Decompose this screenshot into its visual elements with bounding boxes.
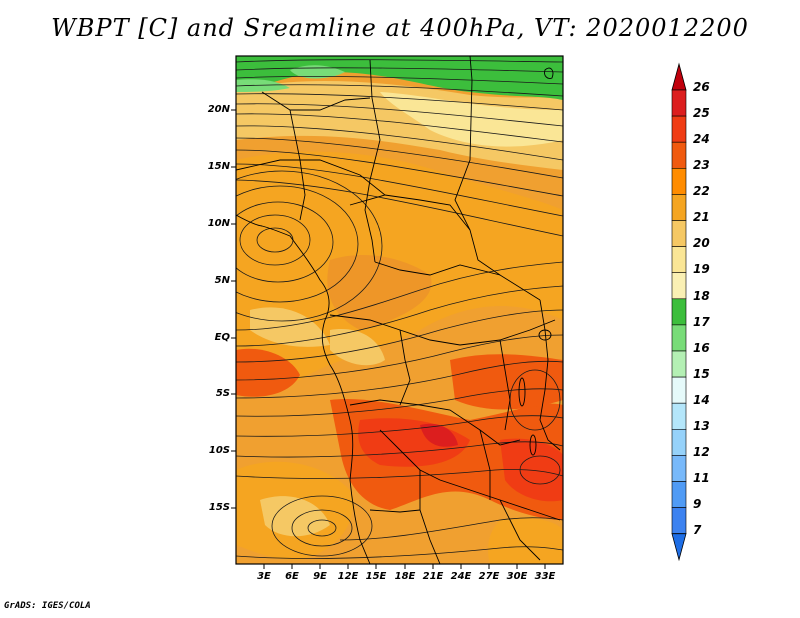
lat-label-15s: 15S	[208, 502, 230, 513]
colorbar-label-18: 18	[693, 289, 710, 303]
colorbar-label-14: 14	[693, 393, 710, 407]
colorbar-segment	[671, 428, 687, 456]
colorbar-segment	[671, 507, 687, 535]
lon-label-12e: 12E	[337, 571, 359, 582]
colorbar-label-25: 25	[693, 106, 710, 120]
country-borders	[236, 56, 561, 564]
map-title: WBPT [C] and Sreamline at 400hPa, VT: 20…	[51, 14, 749, 42]
colorbar-label-9: 9	[693, 497, 702, 511]
colorbar-arrow-bottom	[671, 533, 687, 562]
lat-label-5s: 5S	[215, 388, 230, 399]
axis-ticks	[231, 109, 546, 569]
lon-label-21e: 21E	[422, 571, 444, 582]
colorbar-label-24: 24	[693, 132, 710, 146]
colorbar-segment	[671, 272, 687, 300]
lon-label-27e: 27E	[478, 571, 500, 582]
colorbar-arrow-top	[671, 62, 687, 91]
lon-label-6e: 6E	[285, 571, 299, 582]
colorbar-segment	[671, 168, 687, 195]
colorbar-segment	[671, 350, 687, 378]
wbpt-field	[236, 56, 563, 564]
colorbar	[671, 62, 687, 562]
colorbar-label-20: 20	[693, 236, 710, 250]
colorbar-label-11: 11	[693, 471, 710, 485]
colorbar-label-26: 26	[693, 80, 710, 94]
lon-label-33e: 33E	[534, 571, 556, 582]
colorbar-label-16: 16	[693, 341, 710, 355]
lon-label-30e: 30E	[506, 571, 528, 582]
lat-label-20n: 20N	[207, 104, 230, 115]
lon-label-9e: 9E	[313, 571, 327, 582]
lat-label-eq: EQ	[214, 332, 230, 343]
lon-label-18e: 18E	[394, 571, 416, 582]
colorbar-segment	[671, 141, 687, 169]
colorbar-label-15: 15	[693, 367, 710, 381]
colorbar-segment	[671, 246, 687, 274]
map-frame	[235, 55, 564, 565]
colorbar-label-13: 13	[693, 419, 710, 433]
colorbar-segment	[671, 402, 687, 430]
colorbar-segment	[671, 376, 687, 404]
lon-label-15e: 15E	[365, 571, 387, 582]
lat-label-10n: 10N	[207, 218, 230, 229]
colorbar-label-23: 23	[693, 158, 710, 172]
colorbar-segment	[671, 115, 687, 143]
colorbar-label-12: 12	[693, 445, 710, 459]
lon-label-3e: 3E	[257, 571, 271, 582]
colorbar-segment	[671, 220, 687, 247]
lat-label-5n: 5N	[214, 275, 230, 286]
lon-label-24e: 24E	[450, 571, 472, 582]
grads-credit: GrADS: IGES/COLA	[4, 601, 91, 611]
colorbar-label-22: 22	[693, 184, 710, 198]
colorbar-label-7: 7	[693, 523, 702, 537]
colorbar-label-21: 21	[693, 210, 710, 224]
colorbar-segment	[671, 481, 687, 508]
colorbar-segment	[671, 89, 687, 117]
colorbar-label-17: 17	[693, 315, 710, 329]
colorbar-segment	[671, 324, 687, 352]
colorbar-segment	[671, 455, 687, 482]
colorbar-label-19: 19	[693, 262, 710, 276]
colorbar-segment	[671, 298, 687, 326]
colorbar-segment	[671, 194, 687, 221]
lat-label-15n: 15N	[207, 161, 230, 172]
streamlines	[236, 59, 563, 559]
lat-label-10s: 10S	[208, 445, 230, 456]
